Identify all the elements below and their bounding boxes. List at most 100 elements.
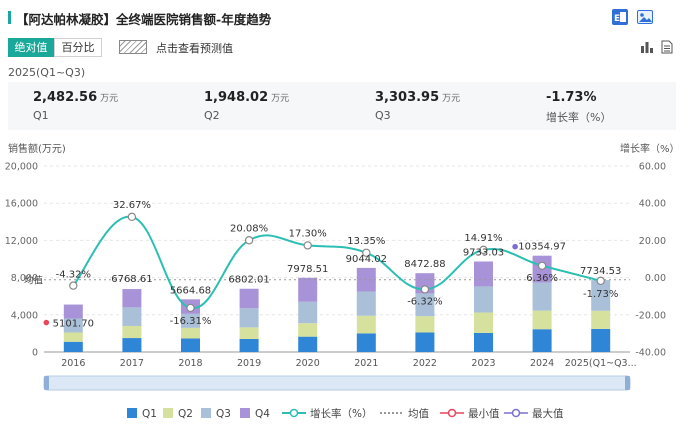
bar-q1-2021 [356, 333, 376, 352]
svg-text:E: E [614, 14, 620, 24]
growth-data-label: -6.32% [407, 296, 442, 307]
y-tick-label-right: 0.00 [645, 273, 666, 284]
max-value-marker [512, 243, 518, 250]
bar-q2-2020 [298, 323, 318, 337]
growth-point [186, 303, 195, 313]
bar-q2-2021 [356, 315, 376, 334]
bar-q3-2025(Q1~Q3... [591, 280, 611, 311]
total-data-label: 8472.88 [404, 259, 445, 270]
growth-point [362, 248, 371, 257]
y-tick-label-left: 20,000 [5, 162, 38, 173]
forecast-hint[interactable]: 点击查看预测值 [156, 42, 233, 55]
growth-point [420, 285, 430, 294]
image-icon[interactable] [637, 9, 653, 25]
growth-point [596, 276, 605, 286]
bar-q3-2017 [122, 307, 142, 326]
bar-q3-2016 [63, 318, 83, 333]
zoom-slider-right-handle[interactable] [625, 376, 630, 390]
legend-item-growth[interactable]: 增长率（%） [282, 404, 372, 424]
bar-q3-2018 [181, 313, 200, 328]
bar-q1-2018 [181, 338, 200, 352]
zoom-slider[interactable] [0, 372, 692, 394]
summary-q1-label: Q1 [33, 109, 49, 122]
bar-q4-2023 [474, 261, 493, 287]
total-data-label: 9733.03 [463, 247, 504, 258]
x-tick-label: 2020 [296, 358, 320, 368]
growth-data-label: 6.36% [526, 273, 558, 284]
legend-item-min[interactable]: 最小值 [440, 404, 500, 424]
chart-plot-area: 0 4,000 8,000 12,000 16,000 20,000 -40.00 -20.0… [5, 162, 666, 369]
growth-point [479, 245, 488, 255]
summary-panel [8, 82, 676, 130]
summary-growth-label: 增长率（%） [546, 111, 612, 124]
chart-legend: Q1 Q2 Q3 Q4 增长率（%） 均值 最小值 最大值 [0, 404, 692, 424]
y-tick-label-right: 60.00 [639, 162, 666, 173]
summary-q2-label: Q2 [204, 109, 220, 122]
x-tick-label: 2023 [471, 358, 495, 368]
bar-q2-2024 [532, 310, 552, 330]
bar-q1-2022 [415, 332, 435, 352]
growth-data-label: 14.91% [464, 233, 502, 244]
bar-chart-icon[interactable] [640, 40, 654, 54]
x-tick-label: 2017 [120, 358, 144, 368]
total-data-label: 6768.61 [111, 274, 152, 285]
bar-q4-2020 [298, 277, 318, 302]
x-tick-label: 2016 [61, 358, 85, 368]
percentage-tab[interactable]: 百分比 [54, 38, 102, 57]
bar-q2-2017 [122, 325, 142, 339]
legend-item-q1[interactable]: Q1 [127, 404, 157, 424]
total-data-label: 5101.70 [53, 319, 94, 330]
growth-rate-line [72, 215, 601, 309]
y-tick-label-left: 4,000 [11, 310, 38, 321]
document-icon[interactable] [660, 40, 674, 54]
bar-q1-2024 [532, 329, 552, 352]
bar-q1-2020 [298, 336, 318, 352]
bar-q1-2025(Q1~Q3... [591, 328, 611, 352]
zoom-slider-left-handle[interactable] [44, 376, 49, 390]
absolute-value-tab[interactable]: 绝对值 [8, 38, 54, 57]
bar-q3-2024 [532, 282, 552, 311]
bar-q2-2025(Q1~Q3... [591, 310, 611, 329]
summary-q2-value: 1,948.02 万元 [204, 90, 290, 105]
bar-q2-2023 [474, 312, 493, 333]
bar-q2-2019 [239, 327, 259, 339]
average-label: 均值 [24, 274, 44, 286]
bar-q2-2022 [415, 316, 435, 333]
growth-point [303, 241, 312, 250]
total-data-label: 6802.01 [228, 275, 269, 286]
right-axis-title: 增长率（%） [620, 144, 680, 155]
y-tick-label-left: 0 [32, 348, 38, 359]
chart-title: 【阿达帕林凝胶】全终端医院销售额-年度趋势 [16, 12, 272, 27]
bar-q3-2023 [474, 286, 493, 313]
min-value-marker [43, 319, 50, 326]
x-tick-label: 2021 [354, 358, 378, 368]
forecast-hatch-swatch[interactable] [119, 40, 147, 54]
title-bar: 【阿达帕林凝胶】全终端医院销售额-年度趋势 E [0, 0, 692, 54]
total-data-label: 7734.53 [580, 266, 621, 277]
legend-item-average[interactable]: 均值 [380, 408, 429, 420]
growth-data-label: -1.73% [583, 289, 618, 300]
bar-q3-2020 [298, 301, 318, 324]
bar-q4-2019 [239, 288, 259, 309]
legend-item-q2[interactable]: Q2 [163, 404, 193, 424]
total-data-label: 7978.51 [287, 264, 328, 275]
legend-item-q4[interactable]: Q4 [240, 404, 270, 424]
growth-data-label: 20.08% [230, 223, 268, 234]
export-excel-icon[interactable]: E [612, 9, 628, 25]
growth-point [244, 236, 254, 245]
x-tick-label: 2024 [530, 358, 554, 368]
y-tick-label-right: -40.00 [635, 348, 666, 359]
legend-item-q3[interactable]: Q3 [201, 404, 231, 424]
total-data-label: 9044.02 [346, 254, 387, 265]
y-tick-label-left: 12,000 [5, 236, 38, 247]
bar-q4-2017 [122, 289, 142, 308]
y-tick-label-right: -20.00 [635, 310, 666, 321]
summary-q3-label: Q3 [375, 109, 391, 122]
growth-point [127, 212, 137, 222]
legend-item-max[interactable]: 最大值 [504, 404, 564, 424]
left-axis-title: 销售额(万元) [8, 144, 66, 155]
y-tick-label-left: 16,000 [5, 199, 38, 210]
growth-point [537, 261, 547, 270]
title-accent-bar [8, 11, 11, 24]
total-data-label: 10354.97 [518, 242, 566, 253]
